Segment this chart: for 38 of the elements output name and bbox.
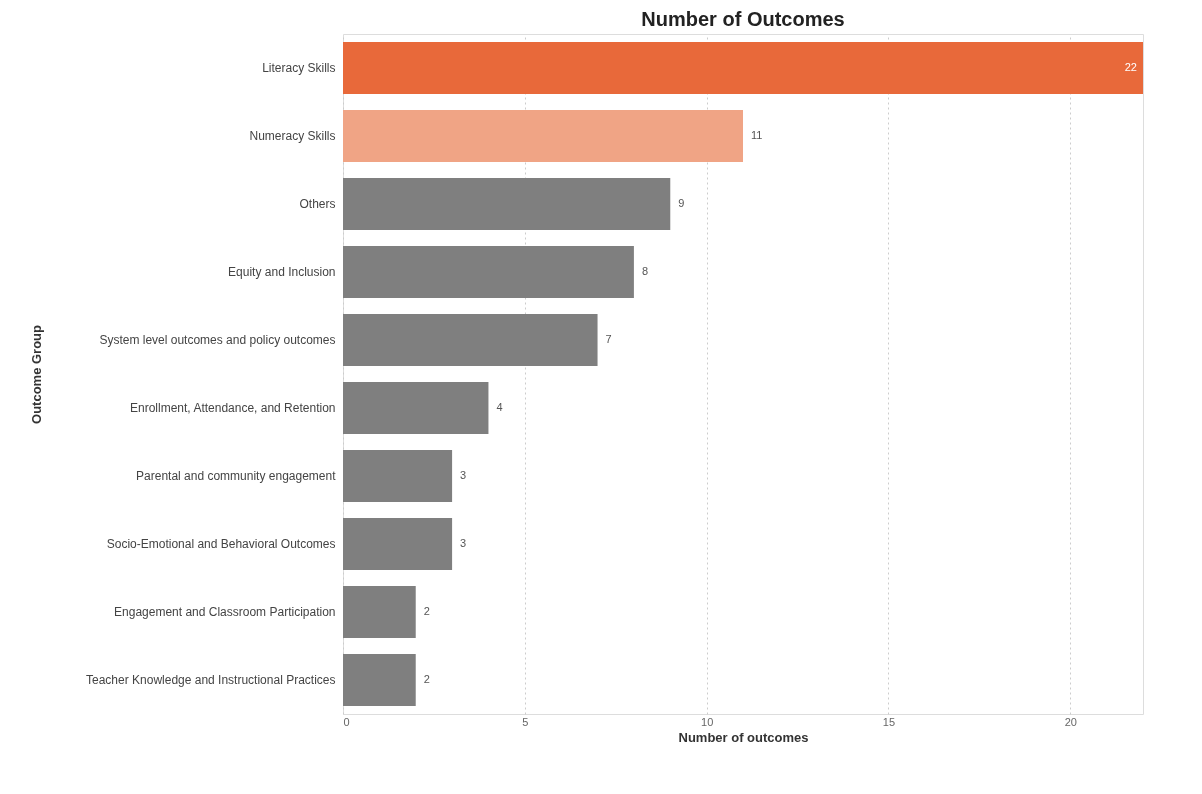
y-tick-label: Socio-Emotional and Behavioral Outcomes	[106, 537, 336, 551]
data-label: 3	[460, 469, 467, 481]
y-tick-label: Enrollment, Attendance, and Retention	[130, 401, 336, 415]
y-tick-label: Equity and Inclusion	[228, 265, 336, 279]
x-tick-label: 10	[701, 715, 714, 728]
x-tick-label: 15	[882, 715, 896, 728]
x-tick-label: 20	[1064, 715, 1077, 728]
y-tick-label: Numeracy Skills	[249, 129, 336, 143]
y-tick-label: Parental and community engagement	[136, 469, 337, 483]
data-label: 2	[423, 673, 430, 685]
bar	[343, 450, 453, 502]
x-tick-label: 5	[522, 715, 529, 728]
x-tick-label: 0	[343, 715, 350, 728]
data-label: 4	[496, 401, 503, 413]
bar	[343, 42, 1143, 94]
y-tick-label: Others	[299, 197, 336, 211]
data-label: 8	[641, 265, 649, 277]
x-axis-title: Number of outcomes	[678, 729, 809, 745]
bar	[343, 246, 634, 298]
bar	[343, 586, 416, 638]
data-label: 2	[423, 605, 430, 617]
bar	[343, 382, 489, 434]
bar	[343, 110, 743, 162]
data-label: 11	[751, 129, 763, 141]
chart-title: Number of Outcomes	[641, 8, 845, 30]
bar	[343, 654, 416, 706]
bar	[343, 178, 671, 230]
y-tick-label: Literacy Skills	[262, 61, 336, 75]
y-axis-title: Outcome Group	[28, 324, 44, 424]
data-label: 9	[678, 197, 685, 209]
bar	[343, 314, 598, 366]
data-label: 22	[1124, 61, 1137, 73]
data-label: 7	[605, 333, 612, 345]
y-tick-label: System level outcomes and policy outcomes	[99, 333, 336, 347]
y-tick-label: Teacher Knowledge and Instructional Practices	[86, 673, 336, 687]
data-label: 3	[460, 537, 467, 549]
bar	[343, 518, 453, 570]
y-tick-label: Engagement and Classroom Participation	[114, 605, 336, 619]
